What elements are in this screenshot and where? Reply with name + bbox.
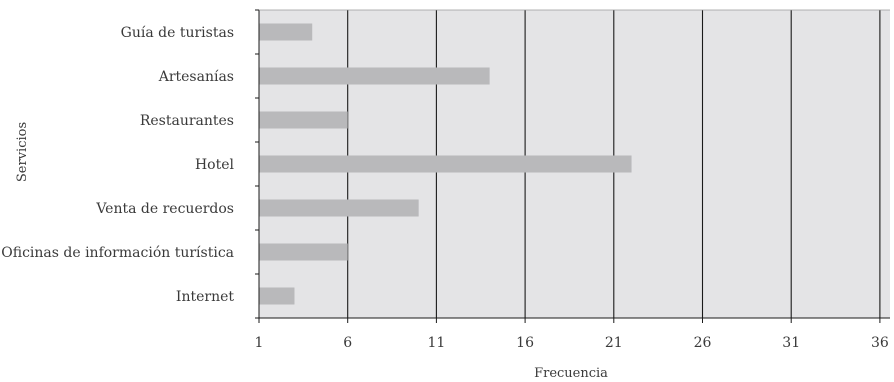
y-axis-title: Servicios	[15, 122, 30, 182]
bar	[259, 67, 490, 85]
x-tick-labels: 1 6 11 16 21 26 31 36	[255, 335, 889, 351]
category-label: Hotel	[195, 157, 235, 173]
x-tick-label: 1	[255, 335, 264, 351]
bar	[259, 23, 313, 41]
category-label: Internet	[176, 289, 234, 305]
axes	[255, 9, 890, 323]
bar	[259, 199, 419, 217]
x-tick-label: 11	[427, 335, 445, 351]
x-tick-label: 36	[871, 335, 889, 351]
category-label: Venta de recuerdos	[95, 201, 234, 217]
category-label: Guía de turistas	[121, 25, 234, 41]
x-axis-title: Frecuencia	[534, 366, 608, 381]
x-tick-label: 31	[782, 335, 800, 351]
bar	[259, 243, 348, 261]
bar	[259, 155, 632, 173]
category-label: Oficinas de información turística	[1, 245, 234, 261]
category-label: Restaurantes	[140, 113, 234, 129]
x-tick-label: 21	[605, 335, 623, 351]
x-tick-label: 26	[694, 335, 712, 351]
bar	[259, 111, 348, 129]
x-tick-label: 16	[516, 335, 534, 351]
bar	[259, 287, 295, 305]
x-tick-label: 6	[343, 335, 352, 351]
bars	[259, 23, 632, 305]
category-labels: Guía de turistas Artesanías Restaurantes Ho…	[1, 25, 234, 305]
category-label: Artesanías	[158, 69, 234, 85]
